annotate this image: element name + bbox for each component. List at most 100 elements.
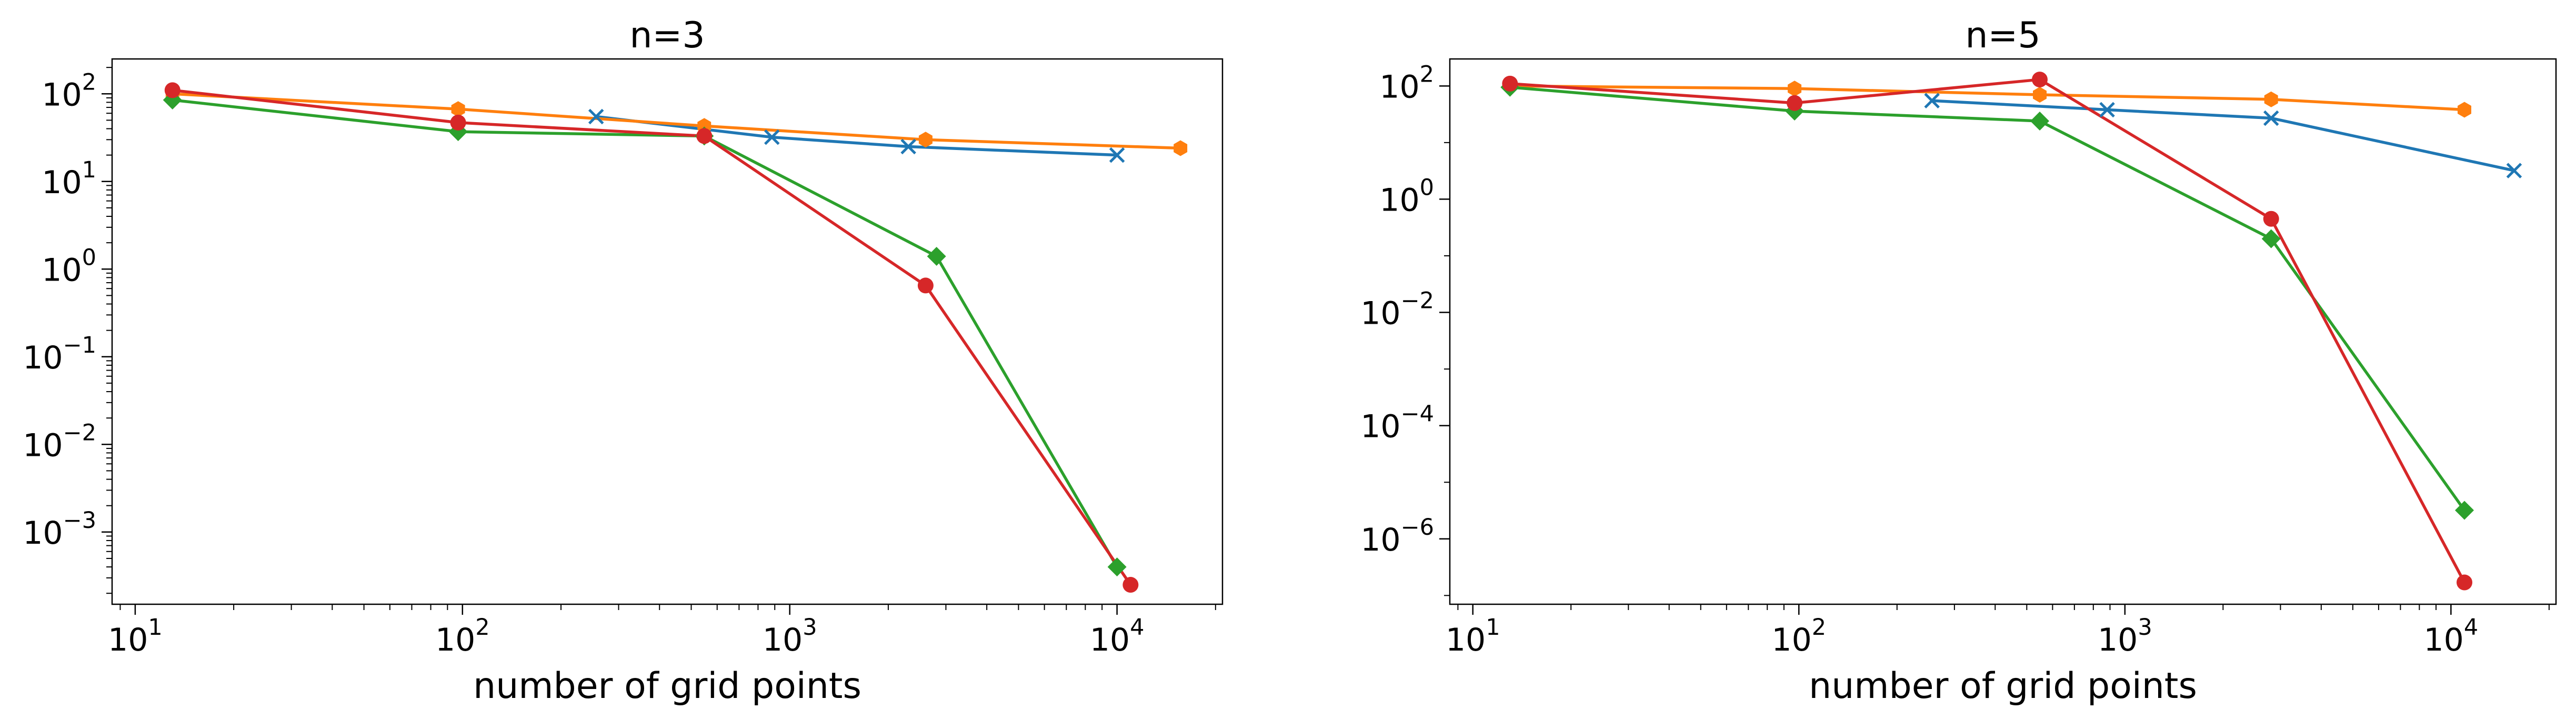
y-tick-label: 10−6 bbox=[1360, 514, 1434, 558]
data-point-orange bbox=[2033, 87, 2047, 103]
data-point-blue bbox=[588, 108, 604, 125]
y-tick-exponent: 1 bbox=[82, 157, 96, 183]
series-line-red bbox=[1510, 78, 2466, 583]
chart-title: n=5 bbox=[1965, 15, 2040, 56]
data-point-orange bbox=[1174, 140, 1188, 156]
x-tick-label: 103 bbox=[763, 614, 817, 658]
data-point-red bbox=[696, 128, 713, 144]
data-point-red bbox=[1122, 577, 1139, 593]
y-tick-base: 10 bbox=[1360, 295, 1400, 332]
x-tick-label: 104 bbox=[2424, 614, 2479, 658]
data-point-orange bbox=[2458, 102, 2471, 118]
x-tick-base: 10 bbox=[763, 622, 803, 658]
data-point-blue bbox=[2263, 110, 2279, 126]
y-tick-label: 10−2 bbox=[23, 420, 96, 464]
data-point-green bbox=[1107, 557, 1127, 577]
y-tick-label: 100 bbox=[1379, 174, 1434, 218]
data-point-green bbox=[2030, 111, 2049, 131]
data-point-red bbox=[450, 114, 466, 131]
y-tick-exponent: 0 bbox=[82, 244, 96, 271]
y-tick-label: 10−3 bbox=[23, 507, 96, 552]
data-point-red bbox=[2031, 72, 2048, 88]
y-tick-base: 10 bbox=[23, 427, 63, 464]
y-tick-exponent: 0 bbox=[1420, 174, 1434, 201]
x-tick-exponent: 4 bbox=[1130, 614, 1144, 641]
x-tick-exponent: 1 bbox=[148, 614, 162, 641]
series-line-blue bbox=[1932, 99, 2515, 172]
x-tick-base: 10 bbox=[108, 622, 148, 658]
x-tick-label: 102 bbox=[435, 614, 490, 658]
x-tick-label: 103 bbox=[2098, 614, 2152, 658]
y-tick-base: 10 bbox=[1360, 408, 1400, 445]
data-point-orange bbox=[918, 132, 933, 148]
series-line-green bbox=[1510, 85, 2466, 512]
data-point-red bbox=[2263, 211, 2279, 227]
x-axis-label: number of grid points bbox=[473, 665, 861, 707]
x-tick-exponent: 3 bbox=[803, 614, 817, 641]
data-point-orange bbox=[451, 101, 465, 117]
y-tick-exponent: −2 bbox=[1401, 288, 1434, 314]
plot-area bbox=[1500, 72, 2522, 591]
y-tick-label: 101 bbox=[42, 157, 96, 201]
data-point-red bbox=[917, 277, 934, 294]
y-tick-exponent: 2 bbox=[1420, 61, 1434, 87]
y-tick-label: 10−2 bbox=[1360, 288, 1434, 332]
data-point-red bbox=[1787, 95, 1803, 111]
series-line-orange bbox=[172, 92, 1181, 150]
x-axis-label: number of grid points bbox=[1809, 665, 2197, 707]
x-tick-base: 10 bbox=[1446, 622, 1486, 658]
x-tick-label: 104 bbox=[1090, 614, 1145, 658]
plot-area bbox=[163, 82, 1188, 593]
x-tick-label: 101 bbox=[1446, 614, 1500, 658]
y-tick-exponent: −3 bbox=[63, 507, 96, 534]
y-tick-base: 10 bbox=[1379, 182, 1419, 218]
data-point-blue bbox=[1109, 147, 1125, 163]
y-tick-exponent: −1 bbox=[63, 332, 96, 358]
y-tick-base: 10 bbox=[42, 76, 82, 113]
x-tick-base: 10 bbox=[435, 622, 475, 658]
data-point-green bbox=[2455, 501, 2474, 520]
data-point-blue bbox=[1924, 93, 1940, 109]
data-point-blue bbox=[2506, 163, 2522, 178]
x-tick-label: 102 bbox=[1771, 614, 1826, 658]
y-tick-exponent: −2 bbox=[63, 420, 96, 446]
x-tick-exponent: 4 bbox=[2464, 614, 2478, 641]
y-tick-label: 10−4 bbox=[1360, 401, 1434, 445]
x-tick-label: 101 bbox=[108, 614, 163, 658]
x-tick-exponent: 3 bbox=[2138, 614, 2152, 641]
y-tick-base: 10 bbox=[23, 515, 63, 552]
x-tick-base: 10 bbox=[1090, 622, 1130, 658]
x-tick-base: 10 bbox=[2098, 622, 2138, 658]
data-point-green bbox=[2261, 229, 2281, 248]
axes-frame bbox=[111, 58, 1224, 605]
data-point-orange bbox=[1788, 81, 1802, 97]
y-tick-exponent: −6 bbox=[1401, 514, 1434, 541]
x-tick-exponent: 1 bbox=[1486, 614, 1500, 641]
data-point-blue bbox=[900, 138, 916, 155]
y-tick-exponent: 2 bbox=[82, 69, 96, 95]
chart-title: n=3 bbox=[629, 15, 705, 56]
y-tick-base: 10 bbox=[42, 164, 82, 201]
y-tick-label: 102 bbox=[1379, 61, 1434, 105]
series-line-red bbox=[172, 88, 1132, 586]
data-point-red bbox=[1502, 75, 1518, 92]
axes-frame bbox=[1449, 58, 2557, 605]
series-line-blue bbox=[596, 115, 1117, 157]
y-tick-base: 10 bbox=[1379, 68, 1419, 105]
data-point-blue bbox=[2099, 102, 2115, 118]
x-tick-exponent: 2 bbox=[1812, 614, 1826, 641]
x-tick-base: 10 bbox=[1771, 622, 1811, 658]
series-line-green bbox=[172, 98, 1118, 568]
y-tick-exponent: −4 bbox=[1401, 401, 1434, 427]
x-tick-base: 10 bbox=[2424, 622, 2464, 658]
x-tick-exponent: 2 bbox=[475, 614, 489, 641]
y-tick-label: 100 bbox=[42, 244, 96, 288]
data-point-red bbox=[2457, 574, 2473, 591]
data-point-red bbox=[164, 82, 181, 98]
y-tick-label: 10−1 bbox=[23, 332, 96, 376]
data-point-orange bbox=[2264, 91, 2278, 107]
y-tick-base: 10 bbox=[42, 252, 82, 288]
data-point-blue bbox=[764, 129, 780, 145]
